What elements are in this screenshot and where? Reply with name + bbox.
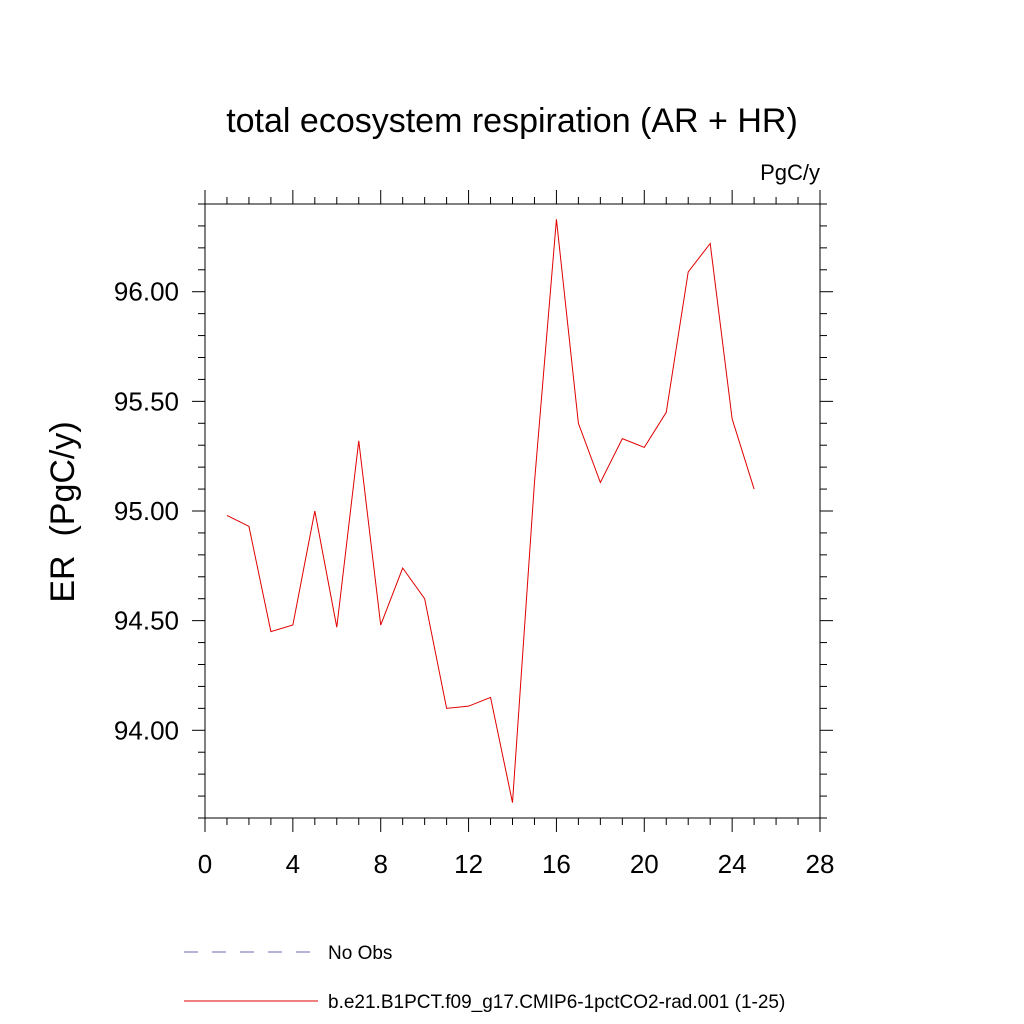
y-tick-label: 95.00 bbox=[114, 496, 179, 526]
x-tick-label: 24 bbox=[718, 849, 747, 879]
series-layer bbox=[226, 219, 755, 803]
legend: No Obs b.e21.B1PCT.f09_g17.CMIP6-1pctCO2… bbox=[184, 943, 785, 1013]
x-tick-label: 16 bbox=[542, 849, 571, 879]
units-label: PgC/y bbox=[760, 160, 820, 185]
x-tick-label: 20 bbox=[630, 849, 659, 879]
x-tick-label: 12 bbox=[454, 849, 483, 879]
x-tick-label: 4 bbox=[286, 849, 300, 879]
y-tick-labels: 94.00 94.50 95.00 95.50 96.00 bbox=[114, 277, 179, 746]
x-tick-label: 8 bbox=[373, 849, 387, 879]
axis-ticks bbox=[192, 190, 833, 832]
x-tick-label: 28 bbox=[806, 849, 835, 879]
series-line-0 bbox=[226, 219, 755, 803]
y-tick-label: 95.50 bbox=[114, 386, 179, 416]
x-tick-label: 0 bbox=[198, 849, 212, 879]
y-tick-label: 96.00 bbox=[114, 277, 179, 307]
legend-label-no-obs: No Obs bbox=[328, 943, 392, 964]
y-tick-label: 94.50 bbox=[114, 606, 179, 636]
chart-title: total ecosystem respiration (AR + HR) bbox=[226, 102, 798, 140]
y-axis-label: ER (PgC/y) bbox=[44, 421, 82, 602]
y-tick-label: 94.00 bbox=[114, 715, 179, 745]
plot-frame bbox=[204, 203, 821, 819]
x-tick-labels: 0 4 8 12 16 20 24 28 bbox=[198, 849, 835, 879]
legend-label-model: b.e21.B1PCT.f09_g17.CMIP6-1pctCO2-rad.00… bbox=[328, 992, 785, 1013]
